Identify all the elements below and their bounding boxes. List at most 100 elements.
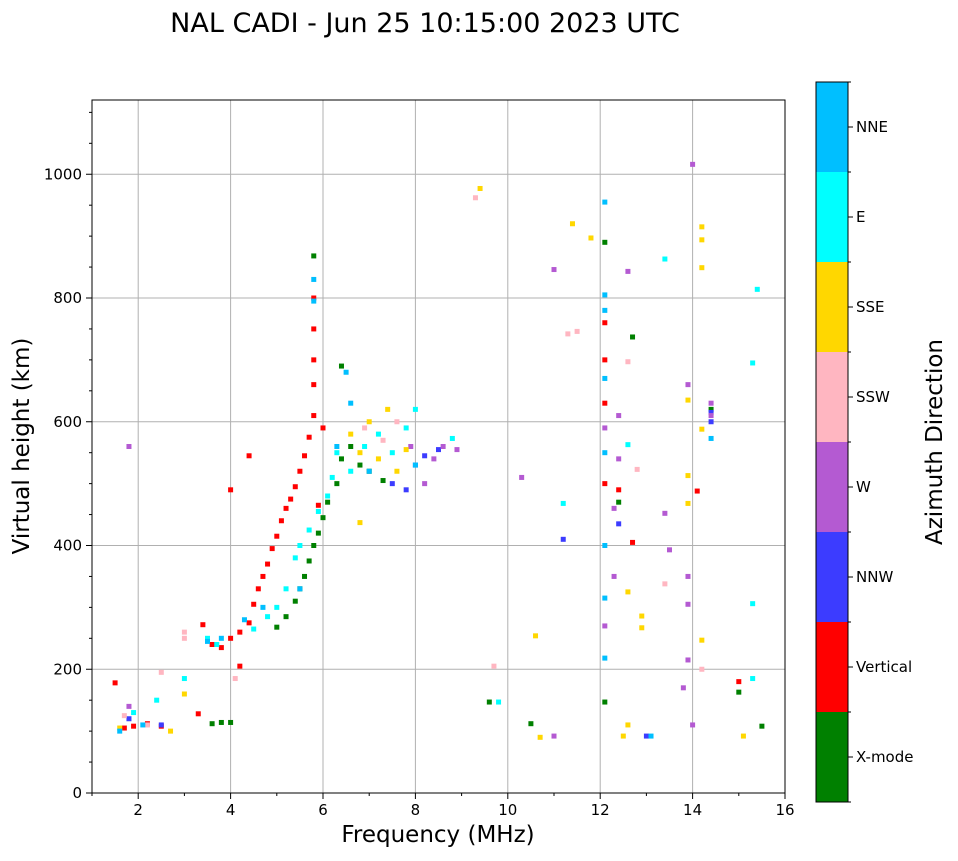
data-point [195, 711, 201, 717]
data-point [311, 543, 317, 548]
data-point [181, 676, 187, 682]
colorbar-label-nne: NNE [856, 118, 888, 136]
data-point [325, 499, 331, 505]
x-tick-label: 8 [411, 801, 421, 819]
data-point [602, 425, 608, 431]
data-point [320, 425, 326, 431]
data-point [412, 462, 418, 468]
data-point [126, 703, 132, 709]
data-point [440, 444, 446, 449]
data-point [117, 728, 123, 734]
data-point [551, 733, 557, 739]
colorbar-label-w: W [856, 478, 871, 496]
data-point [121, 725, 127, 731]
x-axis-label: Frequency (MHz) [341, 822, 534, 848]
data-point [422, 453, 428, 459]
data-point [228, 487, 234, 493]
data-point [616, 413, 622, 419]
data-point [237, 629, 243, 635]
data-point [274, 604, 280, 610]
data-point [602, 543, 608, 548]
colorbar-label-vertical: Vertical [856, 658, 912, 676]
y-tick-label: 600 [53, 413, 82, 431]
data-point [302, 453, 308, 459]
data-point [126, 444, 132, 449]
data-point [269, 546, 275, 552]
data-point [366, 468, 372, 474]
data-point [283, 586, 289, 592]
series-vertical [112, 295, 742, 731]
data-point [228, 635, 234, 641]
data-point [329, 474, 335, 480]
data-point [292, 484, 298, 490]
colorbar-segment [816, 532, 848, 622]
data-point [740, 733, 746, 739]
x-tick-label: 6 [318, 801, 328, 819]
y-axis-label: Virtual height (km) [9, 338, 35, 555]
data-point [602, 199, 608, 205]
data-point [759, 723, 765, 729]
data-point [380, 437, 386, 443]
data-point [588, 235, 594, 241]
data-point [616, 499, 622, 505]
data-point [389, 450, 395, 456]
x-tick-label: 12 [591, 801, 610, 819]
data-point [537, 734, 543, 740]
data-point [750, 360, 756, 366]
data-point [311, 253, 317, 259]
colorbar-label: Azimuth Direction [922, 339, 948, 545]
data-point [292, 555, 298, 561]
data-point [306, 527, 312, 533]
data-point [569, 221, 575, 227]
data-point [616, 456, 622, 462]
data-point [255, 586, 261, 592]
data-point [602, 623, 608, 629]
data-point [639, 613, 645, 619]
data-point [325, 493, 331, 499]
data-point [311, 357, 317, 363]
data-point [685, 573, 691, 579]
data-point [685, 657, 691, 663]
data-point [311, 298, 317, 304]
colorbar: X-mode Vertical NNW W SSW SSE E NNE [815, 81, 913, 803]
data-point [334, 450, 340, 456]
series-ssw [121, 195, 705, 728]
x-tick-label: 2 [133, 801, 143, 819]
colorbar-label-nnw: NNW [856, 568, 893, 586]
series-nne [117, 199, 714, 739]
data-point [565, 331, 571, 337]
data-point [454, 447, 460, 453]
data-point [251, 601, 257, 607]
data-point [246, 453, 252, 459]
data-point [602, 357, 608, 363]
x-tick-label: 10 [498, 801, 517, 819]
colorbar-label-sse: SSE [856, 298, 885, 316]
data-point [297, 586, 303, 592]
series-w [126, 161, 714, 739]
data-point [662, 581, 668, 587]
data-point [699, 637, 705, 643]
data-point [274, 533, 280, 539]
data-point [408, 444, 414, 449]
data-point [403, 425, 409, 431]
data-point [311, 413, 317, 419]
data-point [302, 573, 308, 579]
data-point [685, 397, 691, 403]
plot-frame [91, 99, 786, 794]
colorbar-label-ssw: SSW [856, 388, 890, 406]
data-point [574, 328, 580, 334]
data-point [306, 558, 312, 564]
data-point [685, 601, 691, 607]
data-point [357, 462, 363, 468]
data-point [366, 419, 372, 425]
data-point [375, 456, 381, 462]
data-point [131, 710, 137, 716]
data-point [357, 450, 363, 456]
data-point [343, 369, 349, 375]
data-point [648, 733, 654, 739]
data-point [154, 697, 160, 703]
data-point [528, 721, 534, 727]
data-point [736, 689, 742, 695]
data-point [375, 431, 381, 437]
colorbar-label-e: E [856, 208, 865, 226]
